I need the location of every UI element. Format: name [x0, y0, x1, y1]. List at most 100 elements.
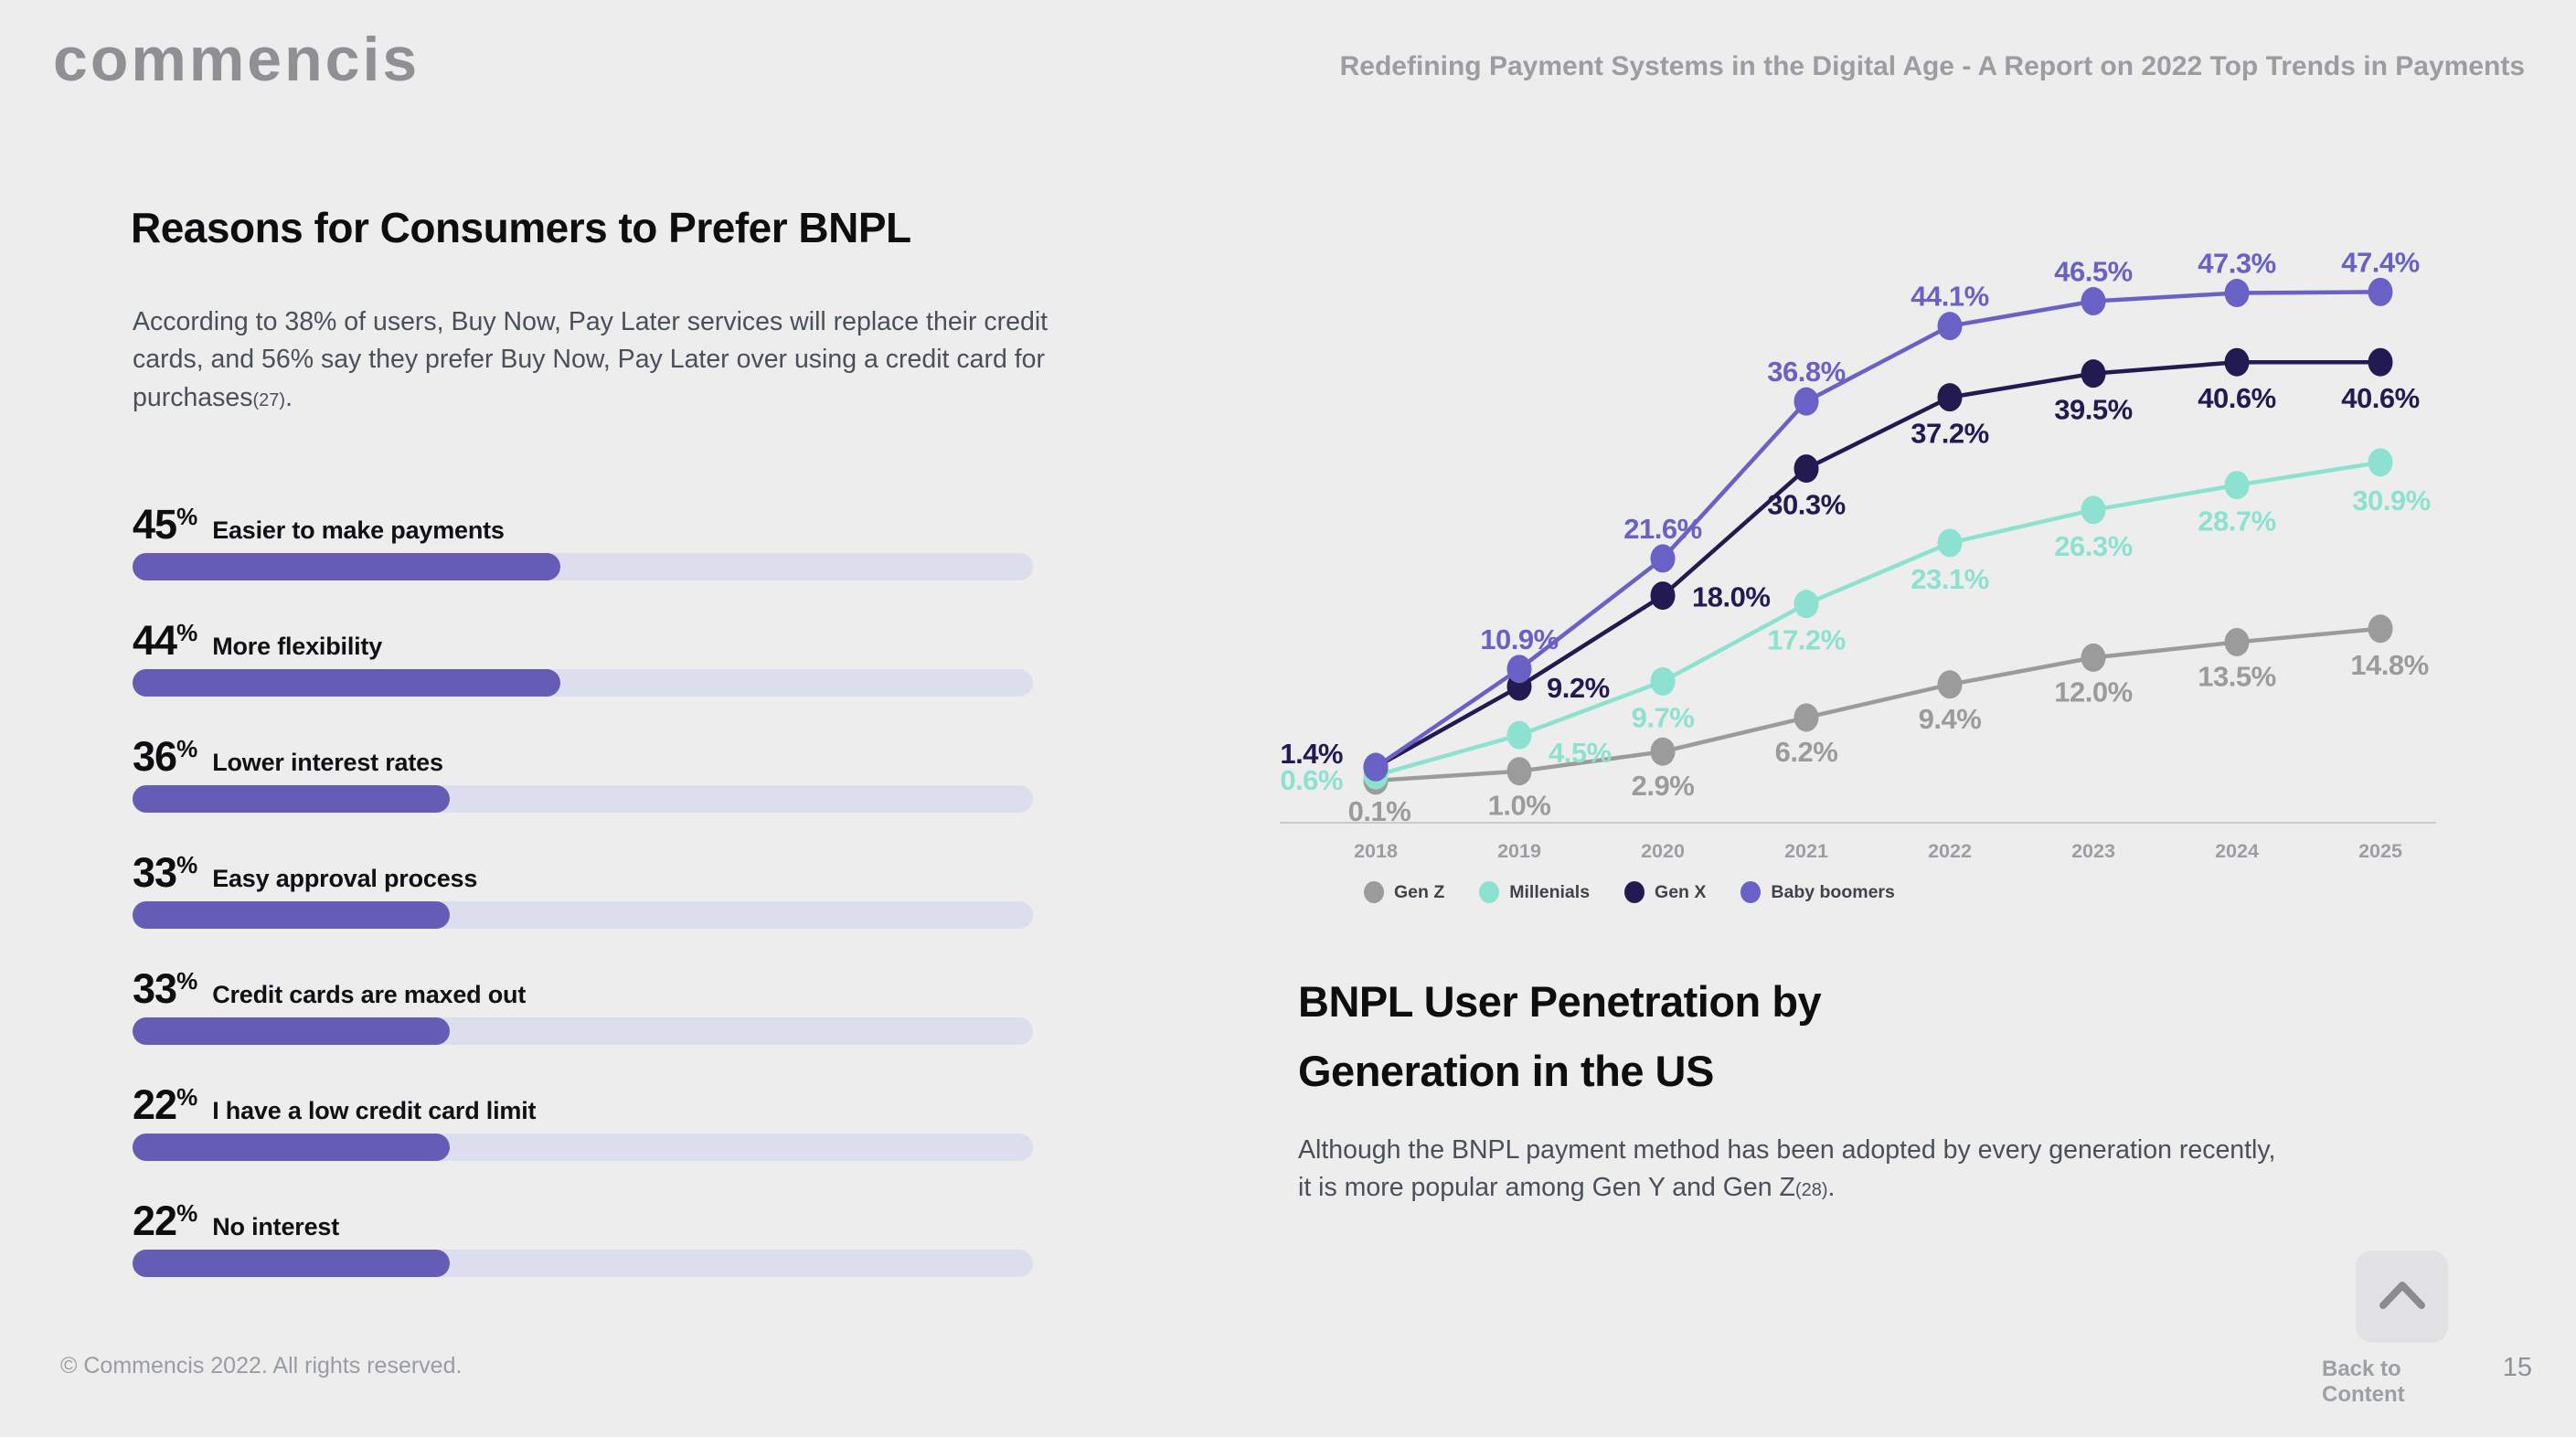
- reason-head: 36% Lower interest rates: [133, 733, 1033, 781]
- penetration-chart-description: Although the BNPL payment method has bee…: [1298, 1132, 2285, 1208]
- report-title: Redefining Payment Systems in the Digita…: [1339, 51, 2525, 81]
- data-label-gen-z: 9.4%: [1919, 703, 1982, 735]
- legend-item-gen-x: Gen X: [1624, 881, 1706, 903]
- reason-label: Easy approval process: [212, 865, 478, 892]
- reasons-chart-title: Reasons for Consumers to Prefer BNPL: [131, 204, 911, 251]
- x-axis-tick-label: 2021: [1784, 840, 1828, 862]
- data-point-gen-x: [1937, 383, 1963, 412]
- reason-bar-fill: [133, 1250, 450, 1277]
- reason-bar-fill: [133, 553, 560, 580]
- data-label-gen-z: 0.1%: [1348, 795, 1411, 827]
- chart-legend: Gen Z Millenials Gen X Baby boomers: [1364, 881, 1895, 903]
- reason-row: 36% Lower interest rates: [133, 733, 1033, 849]
- data-point-gen-z: [2368, 614, 2393, 644]
- reasons-footnote-ref: (27): [252, 389, 286, 410]
- reason-row: 22% I have a low credit card limit: [133, 1081, 1033, 1198]
- data-point-gen-x: [2224, 347, 2250, 377]
- reason-label: Lower interest rates: [212, 749, 443, 776]
- legend-label: Baby boomers: [1771, 881, 1895, 902]
- penetration-description-text: Although the BNPL payment method has bee…: [1298, 1135, 2276, 1203]
- data-point-millenials: [2224, 471, 2250, 500]
- reason-unit: %: [176, 851, 198, 878]
- reasons-bar-list: 45% Easier to make payments 44% More flexib…: [133, 501, 1033, 1324]
- penetration-line-chart: 2018 2019 2020 2021 2022 2023 2024 2025 0.1% 1.0%…: [1280, 246, 2436, 862]
- data-point-baby-boomers: [1650, 544, 1676, 573]
- data-label-gen-z: 2.9%: [1632, 770, 1695, 802]
- reason-head: 45% Easier to make payments: [133, 501, 1033, 548]
- reason-bar-fill: [133, 669, 560, 697]
- data-point-gen-z: [1506, 757, 1532, 786]
- reason-label: No interest: [212, 1213, 340, 1240]
- data-point-gen-x: [2081, 359, 2106, 389]
- reason-row: 33% Credit cards are maxed out: [133, 965, 1033, 1081]
- data-label-gen-z: 1.0%: [1488, 790, 1551, 822]
- data-point-millenials: [1794, 590, 1819, 619]
- reason-value: 36%: [133, 733, 198, 780]
- data-label-gen-x: 30.3%: [1767, 489, 1845, 521]
- legend-dot-millenials: [1479, 881, 1500, 903]
- data-point-gen-x: [2368, 347, 2393, 377]
- back-to-top-button[interactable]: [2356, 1251, 2448, 1343]
- reason-unit: %: [176, 503, 198, 530]
- reason-row: 33% Easy approval process: [133, 849, 1033, 965]
- data-label-baby-boomers: 46.5%: [2054, 256, 2132, 288]
- reason-head: 22% No interest: [133, 1198, 1033, 1245]
- legend-dot-gen-x: [1624, 881, 1645, 903]
- data-point-millenials: [2081, 495, 2106, 525]
- reason-row: 44% More flexibility: [133, 617, 1033, 733]
- data-label-baby-boomers: 10.9%: [1480, 623, 1558, 655]
- copyright-text: © Commencis 2022. All rights reserved.: [60, 1353, 463, 1378]
- reason-value: 33%: [133, 849, 198, 896]
- data-label-millenials: 23.1%: [1911, 563, 1988, 595]
- footer-nav: Back to Content 15: [2322, 1353, 2532, 1408]
- penetration-footnote-ref: (28): [1794, 1180, 1828, 1201]
- data-label-baby-boomers: 47.4%: [2341, 246, 2419, 278]
- data-label-gen-x: 1.4%: [1280, 738, 1343, 770]
- data-label-baby-boomers: 21.6%: [1623, 513, 1701, 545]
- reason-bar-fill: [133, 1017, 450, 1045]
- reason-label: Easier to make payments: [212, 516, 505, 544]
- penetration-description-period: .: [1827, 1173, 1836, 1203]
- legend-item-millenials: Millenials: [1479, 881, 1590, 903]
- reason-unit: %: [176, 735, 198, 762]
- data-point-baby-boomers: [2224, 279, 2250, 308]
- legend-label: Gen Z: [1394, 881, 1445, 902]
- data-label-millenials: 26.3%: [2054, 530, 2132, 562]
- reason-bar-fill: [133, 1134, 450, 1161]
- legend-label: Gen X: [1655, 881, 1707, 902]
- data-label-gen-x: 40.6%: [2341, 382, 2419, 414]
- commencis-logo: commencis: [53, 25, 420, 94]
- back-to-content-link[interactable]: Back to Content: [2322, 1357, 2405, 1407]
- data-label-millenials: 4.5%: [1549, 737, 1612, 769]
- reasons-chart-description: According to 38% of users, Buy Now, Pay …: [133, 303, 1079, 417]
- reason-row: 45% Easier to make payments: [133, 501, 1033, 617]
- data-point-millenials: [1506, 720, 1532, 750]
- x-axis-tick-label: 2023: [2071, 840, 2115, 862]
- data-label-gen-x: 18.0%: [1692, 581, 1770, 613]
- data-label-baby-boomers: 36.8%: [1767, 356, 1845, 388]
- penetration-chart-title: BNPL User Penetration by Generation in t…: [1298, 977, 1822, 1096]
- chevron-up-icon: [2376, 1274, 2429, 1319]
- data-label-gen-x: 39.5%: [2054, 394, 2132, 426]
- reason-value: 22%: [133, 1198, 198, 1244]
- reason-head: 33% Easy approval process: [133, 849, 1033, 897]
- data-point-gen-z: [1794, 703, 1819, 732]
- data-label-gen-x: 9.2%: [1547, 672, 1610, 704]
- reason-unit: %: [176, 1199, 198, 1227]
- legend-label: Millenials: [1509, 881, 1591, 902]
- reason-bar-track: [133, 785, 1033, 813]
- data-point-millenials: [1937, 528, 1963, 558]
- series-line-gen-x: [1374, 359, 2380, 770]
- data-point-gen-x: [1650, 581, 1676, 611]
- data-point-baby-boomers: [1506, 655, 1532, 684]
- data-label-millenials: 9.7%: [1632, 701, 1695, 733]
- data-point-gen-z: [2081, 643, 2106, 672]
- data-label-baby-boomers: 47.3%: [2198, 248, 2275, 280]
- x-axis-tick-label: 2024: [2215, 840, 2259, 862]
- data-label-gen-z: 13.5%: [2198, 660, 2275, 692]
- series-line-millenials: [1375, 460, 2381, 778]
- reason-bar-track: [133, 901, 1033, 929]
- reason-value: 33%: [133, 965, 198, 1012]
- data-point-gen-z: [2224, 627, 2250, 656]
- series-line-baby-boomers: [1374, 290, 2381, 770]
